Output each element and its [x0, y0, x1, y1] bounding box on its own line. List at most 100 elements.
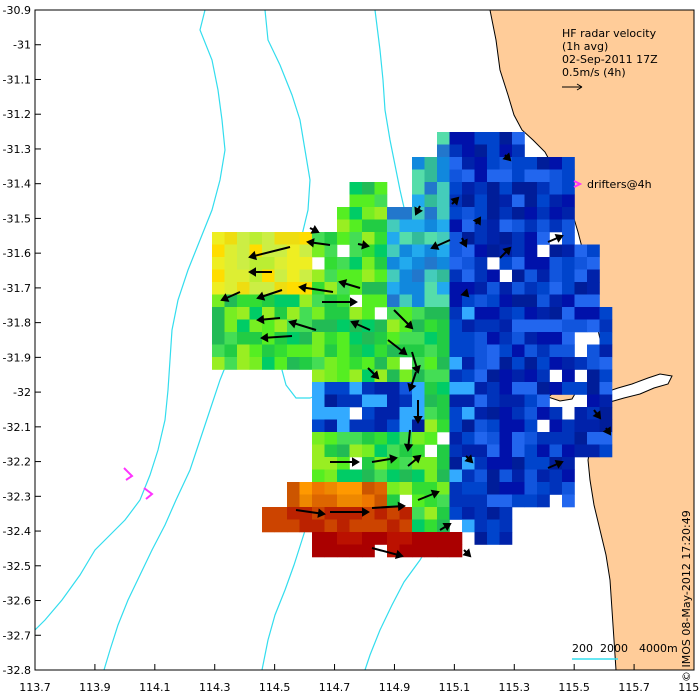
velocity-cell — [237, 344, 250, 358]
velocity-cell — [374, 257, 388, 270]
velocity-cell — [412, 544, 425, 558]
velocity-cell — [512, 219, 525, 233]
velocity-cell — [499, 369, 513, 383]
velocity-cell — [299, 519, 313, 533]
velocity-cell — [374, 344, 388, 358]
velocity-cell — [374, 207, 388, 220]
velocity-cell — [324, 507, 338, 520]
velocity-cell — [599, 394, 613, 408]
velocity-arrow-head — [288, 319, 298, 329]
velocity-cell — [312, 307, 325, 320]
velocity-cell — [449, 132, 463, 145]
velocity-cell — [437, 282, 450, 295]
velocity-cell — [324, 369, 338, 383]
velocity-cell — [437, 194, 450, 208]
velocity-cell — [487, 319, 500, 333]
velocity-cell — [499, 494, 513, 508]
velocity-cell — [562, 344, 575, 358]
velocity-arrow-head — [502, 246, 512, 256]
velocity-cell — [599, 382, 613, 395]
velocity-cell — [399, 207, 413, 220]
velocity-cell — [349, 507, 363, 520]
velocity-cell — [287, 244, 300, 258]
velocity-cell — [362, 457, 375, 470]
velocity-cell — [474, 319, 488, 333]
velocity-cell — [224, 282, 238, 295]
velocity-cell — [524, 332, 538, 345]
velocity-cell — [449, 344, 463, 358]
velocity-cell — [424, 507, 438, 520]
velocity-cell — [487, 369, 500, 383]
velocity-cell — [387, 507, 400, 520]
y-tick-label: -31.3 — [3, 143, 31, 156]
velocity-cell — [499, 457, 513, 470]
velocity-cell — [387, 457, 400, 470]
velocity-cell — [412, 182, 425, 195]
velocity-cell — [337, 444, 350, 458]
velocity-cell — [349, 519, 363, 533]
y-tick-label: -31.4 — [3, 178, 31, 191]
velocity-cell — [424, 369, 438, 383]
velocity-cell — [374, 219, 388, 233]
velocity-cell — [374, 394, 388, 408]
velocity-cell — [412, 432, 425, 445]
velocity-cell — [437, 482, 450, 495]
velocity-cell — [312, 457, 325, 470]
velocity-cell — [399, 307, 413, 320]
velocity-cell — [374, 319, 388, 333]
velocity-arrow-head — [414, 206, 423, 216]
velocity-cell — [524, 157, 538, 170]
velocity-cell — [299, 332, 313, 345]
velocity-cell — [562, 482, 575, 495]
velocity-cell — [499, 282, 513, 295]
velocity-cell — [562, 419, 575, 433]
velocity-cell — [562, 432, 575, 445]
velocity-cell — [324, 494, 338, 508]
velocity-cell — [549, 294, 563, 308]
velocity-cell — [499, 407, 513, 420]
velocity-cell — [512, 382, 525, 395]
velocity-cell — [499, 232, 513, 245]
velocity-cell — [512, 419, 525, 433]
velocity-cell — [549, 194, 563, 208]
velocity-cell — [474, 444, 488, 458]
velocity-cell — [587, 369, 600, 383]
velocity-cell — [537, 269, 550, 283]
velocity-cell — [549, 219, 563, 233]
velocity-cell — [274, 357, 288, 370]
velocity-cell — [362, 332, 375, 345]
velocity-cell — [474, 357, 488, 370]
legend-averaging: (1h avg) — [562, 40, 608, 53]
velocity-cell — [424, 307, 438, 320]
velocity-cell — [412, 319, 425, 333]
velocity-arrow-head — [317, 508, 326, 518]
velocity-cell — [487, 507, 500, 520]
drifter-tracks — [123, 467, 154, 500]
velocity-cell — [512, 344, 525, 358]
velocity-cell — [524, 444, 538, 458]
velocity-cell — [487, 194, 500, 208]
velocity-cell — [462, 144, 475, 158]
velocity-cell — [337, 419, 350, 433]
velocity-cell — [412, 519, 425, 533]
velocity-cell — [474, 232, 488, 245]
velocity-cell — [349, 257, 363, 270]
velocity-cell — [324, 444, 338, 458]
velocity-cell — [599, 344, 613, 358]
velocity-cell — [512, 482, 525, 495]
velocity-arrow-head — [412, 454, 422, 464]
velocity-cell — [424, 544, 438, 558]
velocity-cell — [237, 319, 250, 333]
x-axis: 113.7 113.9 114.1 114.3 114.5 114.7 114.9 115.1… — [19, 664, 700, 694]
velocity-cell — [299, 307, 313, 320]
velocity-cell — [449, 419, 463, 433]
velocity-cell — [437, 319, 450, 333]
velocity-cell — [524, 469, 538, 483]
velocity-cell — [324, 469, 338, 483]
velocity-cell — [449, 357, 463, 370]
velocity-cell — [549, 357, 563, 370]
velocity-cell — [412, 482, 425, 495]
velocity-cell — [324, 282, 338, 295]
velocity-cell — [362, 469, 375, 483]
velocity-cell — [212, 319, 225, 333]
